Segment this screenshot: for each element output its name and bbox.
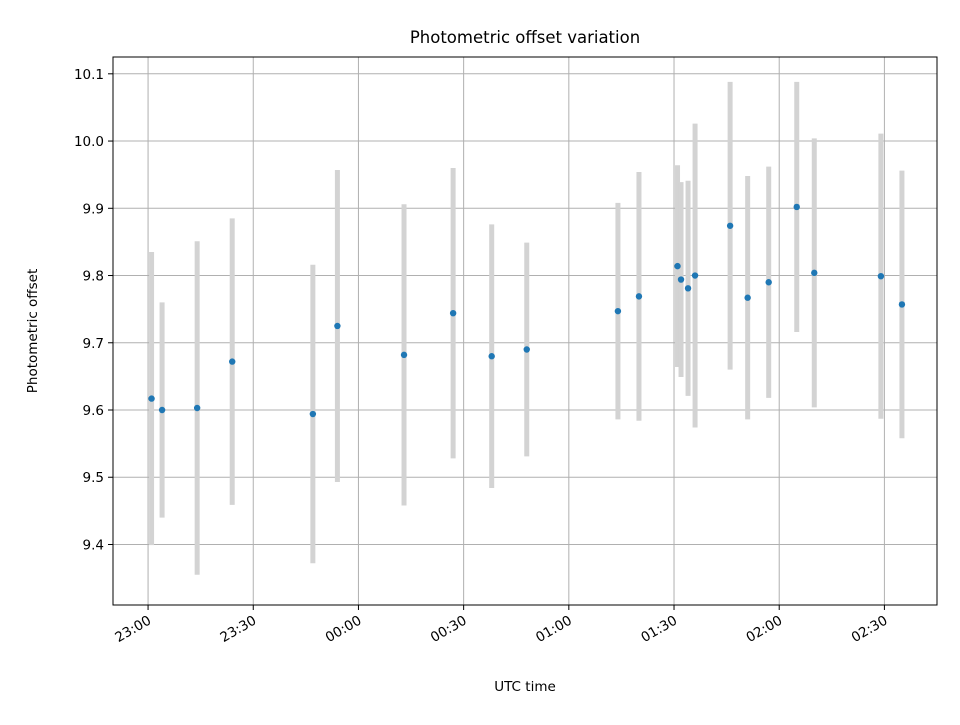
data-point xyxy=(488,353,495,360)
data-point xyxy=(309,410,317,418)
data-point xyxy=(229,358,236,365)
data-point xyxy=(674,262,681,270)
data-point xyxy=(793,203,800,211)
data-point xyxy=(449,309,457,317)
x-axis-label: UTC time xyxy=(494,679,556,695)
y-tick-label: 9.7 xyxy=(83,336,104,352)
y-tick-label: 9.5 xyxy=(83,470,104,486)
y-tick-label: 9.8 xyxy=(83,269,104,285)
data-point xyxy=(726,222,734,229)
y-tick-label: 10.1 xyxy=(74,67,104,83)
y-axis-label: Photometric offset xyxy=(25,269,41,393)
data-point xyxy=(523,346,530,353)
data-point xyxy=(148,395,155,402)
y-tick-label: 9.9 xyxy=(83,201,104,217)
chart-title: Photometric offset variation xyxy=(410,28,640,47)
data-point xyxy=(744,294,751,301)
data-points xyxy=(148,203,906,418)
data-point xyxy=(334,322,341,330)
data-point xyxy=(158,406,166,414)
data-point xyxy=(691,272,699,279)
data-point xyxy=(400,351,408,359)
data-point xyxy=(677,276,685,283)
y-tick-label: 10.0 xyxy=(74,134,104,150)
y-tick-label: 9.6 xyxy=(83,403,104,419)
data-point xyxy=(898,301,906,308)
y-axis-ticks: 9.4 9.5 9.6 9.7 9.8 9.9 10.0 10.1 xyxy=(74,67,113,553)
data-point xyxy=(877,273,885,280)
data-point xyxy=(765,279,772,286)
data-point xyxy=(684,285,692,292)
y-tick-label: 9.4 xyxy=(83,537,104,553)
plot-frame xyxy=(112,56,938,606)
data-point xyxy=(811,269,818,277)
data-point xyxy=(635,293,643,300)
data-point xyxy=(193,404,201,412)
data-point xyxy=(614,307,622,315)
